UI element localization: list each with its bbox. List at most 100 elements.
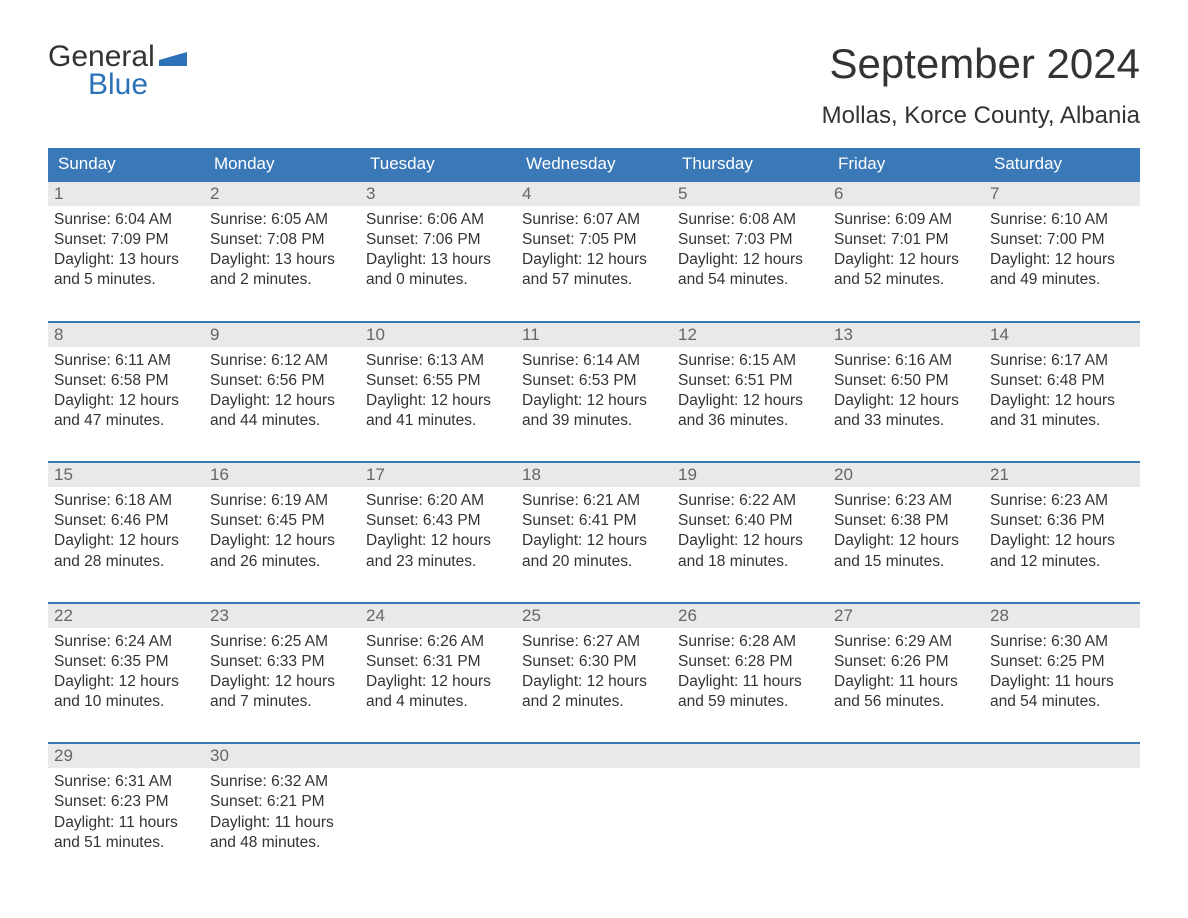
day-sunrise: Sunrise: 6:04 AM: [54, 210, 198, 230]
day-d2: and 59 minutes.: [678, 692, 822, 712]
logo: General Blue: [48, 40, 187, 102]
dow-thursday: Thursday: [672, 148, 828, 180]
day-d1: Daylight: 12 hours: [678, 250, 822, 270]
month-title: September 2024: [822, 40, 1140, 88]
logo-word-2: Blue: [88, 68, 187, 102]
day-sunset: Sunset: 6:26 PM: [834, 652, 978, 672]
day-sunrise: Sunrise: 6:23 AM: [990, 491, 1134, 511]
day-cell: Sunrise: 6:25 AMSunset: 6:33 PMDaylight:…: [204, 628, 360, 717]
day-sunrise: Sunrise: 6:15 AM: [678, 351, 822, 371]
day-cell: [516, 768, 672, 857]
day-number: [360, 744, 516, 768]
day-sunset: Sunset: 6:51 PM: [678, 371, 822, 391]
day-d1: Daylight: 12 hours: [366, 391, 510, 411]
day-d2: and 36 minutes.: [678, 411, 822, 431]
days-of-week-header: SundayMondayTuesdayWednesdayThursdayFrid…: [48, 148, 1140, 180]
day-sunrise: Sunrise: 6:14 AM: [522, 351, 666, 371]
day-number: 19: [672, 463, 828, 487]
day-d1: Daylight: 12 hours: [522, 672, 666, 692]
day-cell: Sunrise: 6:13 AMSunset: 6:55 PMDaylight:…: [360, 347, 516, 436]
week-row: 15161718192021Sunrise: 6:18 AMSunset: 6:…: [48, 461, 1140, 576]
day-d1: Daylight: 12 hours: [834, 531, 978, 551]
day-number: 13: [828, 323, 984, 347]
week-row: 2930Sunrise: 6:31 AMSunset: 6:23 PMDayli…: [48, 742, 1140, 857]
day-d1: Daylight: 11 hours: [834, 672, 978, 692]
day-d2: and 41 minutes.: [366, 411, 510, 431]
day-d1: Daylight: 12 hours: [210, 531, 354, 551]
day-d1: Daylight: 12 hours: [678, 531, 822, 551]
day-d2: and 52 minutes.: [834, 270, 978, 290]
day-cell: Sunrise: 6:10 AMSunset: 7:00 PMDaylight:…: [984, 206, 1140, 295]
day-d1: Daylight: 11 hours: [54, 813, 198, 833]
dow-wednesday: Wednesday: [516, 148, 672, 180]
day-number: 24: [360, 604, 516, 628]
day-cell: [984, 768, 1140, 857]
day-number: 11: [516, 323, 672, 347]
day-d2: and 33 minutes.: [834, 411, 978, 431]
day-d2: and 28 minutes.: [54, 552, 198, 572]
day-number: 3: [360, 182, 516, 206]
day-cell: Sunrise: 6:21 AMSunset: 6:41 PMDaylight:…: [516, 487, 672, 576]
day-number: 18: [516, 463, 672, 487]
day-sunset: Sunset: 6:25 PM: [990, 652, 1134, 672]
day-cell: Sunrise: 6:32 AMSunset: 6:21 PMDaylight:…: [204, 768, 360, 857]
day-d1: Daylight: 12 hours: [522, 250, 666, 270]
day-cell: Sunrise: 6:24 AMSunset: 6:35 PMDaylight:…: [48, 628, 204, 717]
day-number: 10: [360, 323, 516, 347]
day-d1: Daylight: 12 hours: [678, 391, 822, 411]
day-cell: Sunrise: 6:30 AMSunset: 6:25 PMDaylight:…: [984, 628, 1140, 717]
day-cell: Sunrise: 6:29 AMSunset: 6:26 PMDaylight:…: [828, 628, 984, 717]
day-number: 28: [984, 604, 1140, 628]
day-d2: and 47 minutes.: [54, 411, 198, 431]
day-number: 29: [48, 744, 204, 768]
daynum-row: 891011121314: [48, 323, 1140, 347]
day-number: 16: [204, 463, 360, 487]
day-d1: Daylight: 12 hours: [834, 391, 978, 411]
day-d1: Daylight: 11 hours: [678, 672, 822, 692]
day-sunset: Sunset: 6:41 PM: [522, 511, 666, 531]
day-number: 23: [204, 604, 360, 628]
day-cell: Sunrise: 6:28 AMSunset: 6:28 PMDaylight:…: [672, 628, 828, 717]
day-d1: Daylight: 12 hours: [366, 531, 510, 551]
day-cell: Sunrise: 6:11 AMSunset: 6:58 PMDaylight:…: [48, 347, 204, 436]
day-sunset: Sunset: 7:00 PM: [990, 230, 1134, 250]
day-sunset: Sunset: 6:46 PM: [54, 511, 198, 531]
day-d1: Daylight: 12 hours: [990, 250, 1134, 270]
day-sunrise: Sunrise: 6:20 AM: [366, 491, 510, 511]
day-d2: and 51 minutes.: [54, 833, 198, 853]
day-number: 14: [984, 323, 1140, 347]
daynum-row: 22232425262728: [48, 604, 1140, 628]
day-number: 7: [984, 182, 1140, 206]
day-d2: and 49 minutes.: [990, 270, 1134, 290]
day-d1: Daylight: 12 hours: [834, 250, 978, 270]
day-sunset: Sunset: 7:05 PM: [522, 230, 666, 250]
day-d1: Daylight: 13 hours: [210, 250, 354, 270]
day-d1: Daylight: 12 hours: [990, 391, 1134, 411]
day-sunrise: Sunrise: 6:29 AM: [834, 632, 978, 652]
day-number: 4: [516, 182, 672, 206]
day-number: 6: [828, 182, 984, 206]
day-number: 8: [48, 323, 204, 347]
day-d1: Daylight: 12 hours: [366, 672, 510, 692]
day-d2: and 57 minutes.: [522, 270, 666, 290]
day-sunset: Sunset: 7:03 PM: [678, 230, 822, 250]
day-number: 9: [204, 323, 360, 347]
day-d1: Daylight: 11 hours: [210, 813, 354, 833]
flag-icon: [159, 48, 187, 66]
week-row: 1234567Sunrise: 6:04 AMSunset: 7:09 PMDa…: [48, 180, 1140, 295]
day-sunset: Sunset: 7:01 PM: [834, 230, 978, 250]
day-cell: Sunrise: 6:27 AMSunset: 6:30 PMDaylight:…: [516, 628, 672, 717]
day-sunrise: Sunrise: 6:24 AM: [54, 632, 198, 652]
day-sunset: Sunset: 6:50 PM: [834, 371, 978, 391]
day-d2: and 0 minutes.: [366, 270, 510, 290]
day-sunset: Sunset: 6:56 PM: [210, 371, 354, 391]
day-sunrise: Sunrise: 6:28 AM: [678, 632, 822, 652]
day-d1: Daylight: 12 hours: [210, 672, 354, 692]
day-number: [984, 744, 1140, 768]
day-d2: and 7 minutes.: [210, 692, 354, 712]
day-number: 12: [672, 323, 828, 347]
day-sunset: Sunset: 6:40 PM: [678, 511, 822, 531]
day-number: 25: [516, 604, 672, 628]
day-d2: and 56 minutes.: [834, 692, 978, 712]
week-row: 891011121314Sunrise: 6:11 AMSunset: 6:58…: [48, 321, 1140, 436]
